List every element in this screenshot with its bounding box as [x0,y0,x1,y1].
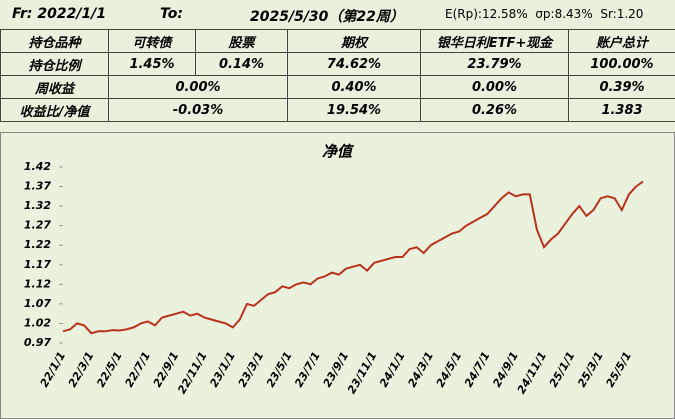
cell: 0.14% [195,52,288,76]
row: 收益比/净值 -0.03% 19.54% 0.26% 1.383 [0,98,675,122]
cell: 期权 [287,29,421,53]
y-tick-label: 1.22 [24,238,51,251]
cell: 23.79% [420,52,569,76]
cell: 周收益 [0,75,109,99]
from-date: Fr: 2022/1/1 [12,6,107,22]
chart-frame [0,132,675,419]
chart: 净值 0.97 1.02 1.07 1.12 1.17 1.22 1.27 1.32 1.37 1… [0,132,675,419]
cell: 账户总计 [568,29,675,53]
cell: 74.62% [287,52,421,76]
to-label: To: [160,6,183,22]
y-tick-label: 1.37 [24,180,51,193]
row: 持仓比例 1.45% 0.14% 74.62% 23.79% 100.00% [0,52,675,76]
y-tick-label: 1.17 [24,258,51,271]
y-tick-label: 1.02 [24,316,51,329]
cell: 持仓品种 [0,29,109,53]
y-tick-label: 1.27 [24,219,51,232]
cell: 1.45% [108,52,196,76]
cell: 银华日利ETF+现金 [420,29,569,53]
cell: 0.26% [420,98,569,122]
y-tick-label: 1.12 [24,277,51,290]
cell: 19.54% [287,98,421,122]
stats: E(Rp):12.58% σp:8.43% Sr:1.20 [445,7,644,21]
cell: 股票 [195,29,288,53]
cell: 0.00% [420,75,569,99]
cell: 100.00% [568,52,675,76]
header: Fr: 2022/1/1 To: 2025/5/30（第22周） E(Rp):1… [0,0,675,29]
chart-title: 净值 [322,143,355,161]
y-tick-label: 1.32 [24,199,51,212]
cell: 持仓比例 [0,52,109,76]
cell: 0.40% [287,75,421,99]
cell: -0.03% [108,98,288,122]
cell: 0.00% [108,75,288,99]
y-tick-label: 0.97 [24,336,51,349]
y-tick-label: 1.42 [24,160,51,173]
cell: 0.39% [568,75,675,99]
row: 周收益 0.00% 0.40% 0.00% 0.39% [0,75,675,99]
to-date: 2025/5/30（第22周） [250,9,404,25]
row: 持仓品种 可转债 股票 期权 银华日利ETF+现金 账户总计 [0,29,675,53]
y-tick-label: 1.07 [24,297,51,310]
cell: 可转债 [108,29,196,53]
cell: 收益比/净值 [0,98,109,122]
holdings-table: 持仓品种 可转债 股票 期权 银华日利ETF+现金 账户总计 持仓比例 1.45% 0.14%… [0,29,675,122]
cell: 1.383 [568,98,675,122]
line [62,180,644,335]
